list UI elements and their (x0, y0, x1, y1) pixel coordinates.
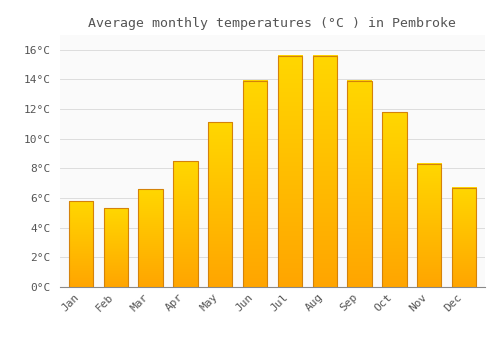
Bar (68, 201, 93, 287)
Bar (104, 209, 128, 287)
Bar (173, 161, 198, 287)
Bar (452, 188, 476, 287)
Bar (312, 56, 337, 287)
Bar (138, 189, 163, 287)
Title: Average monthly temperatures (°C ) in Pembroke: Average monthly temperatures (°C ) in Pe… (88, 17, 456, 30)
Bar (417, 164, 442, 287)
Bar (382, 112, 406, 287)
Bar (208, 122, 233, 287)
Bar (348, 81, 372, 287)
Bar (243, 81, 268, 287)
Bar (278, 56, 302, 287)
